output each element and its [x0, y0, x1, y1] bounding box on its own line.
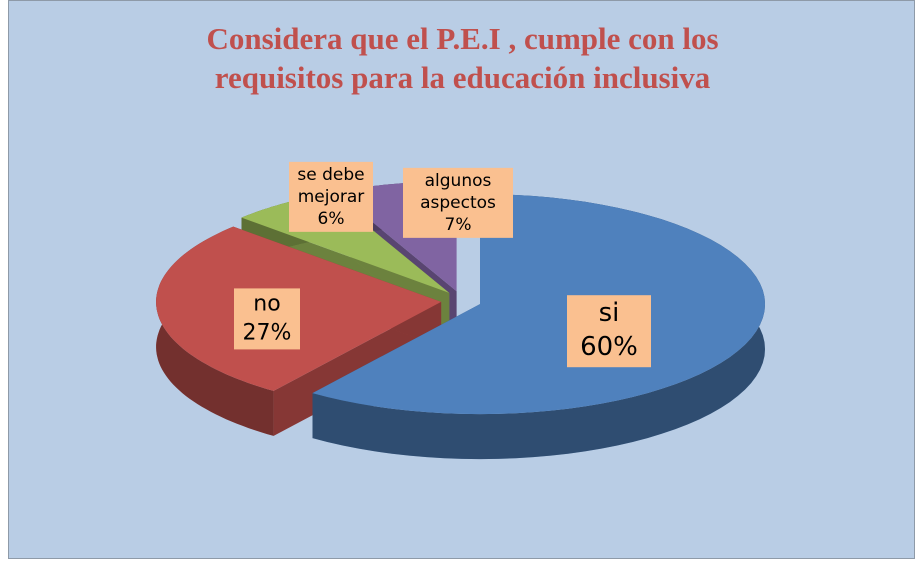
data-label: algunos aspectos 7%	[403, 167, 513, 239]
chart: Considera que el P.E.I , cumple con los …	[8, 0, 915, 559]
chart-title: Considera que el P.E.I , cumple con los …	[206, 21, 719, 95]
data-label: no 27%	[234, 288, 300, 350]
category-label: algunos aspectos	[420, 170, 496, 213]
data-label: si 60%	[567, 295, 651, 367]
slice	[312, 194, 765, 415]
value-label: 6%	[317, 209, 345, 230]
value-label: 7%	[444, 215, 472, 236]
value-label: 27%	[242, 320, 292, 345]
category-label: si	[598, 298, 620, 329]
data-label: se debe mejorar 6%	[289, 161, 373, 233]
value-label: 60%	[580, 332, 638, 362]
category-label: no	[253, 291, 281, 317]
category-label: se debe mejorar	[297, 164, 365, 207]
